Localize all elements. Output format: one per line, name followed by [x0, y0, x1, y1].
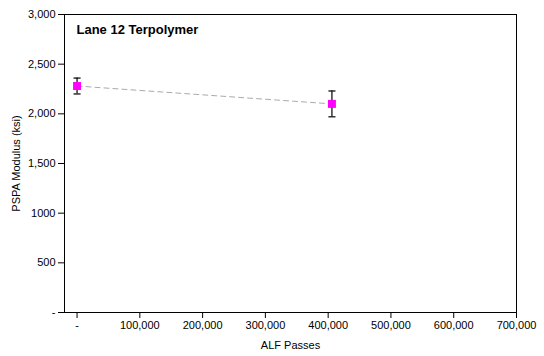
svg-text:100,000: 100,000	[120, 319, 160, 331]
svg-text:200,000: 200,000	[183, 319, 223, 331]
svg-text:-: -	[75, 319, 79, 331]
svg-text:400,000: 400,000	[308, 319, 348, 331]
svg-text:600,000: 600,000	[434, 319, 474, 331]
svg-text:-: -	[52, 306, 56, 318]
svg-text:300,000: 300,000	[246, 319, 286, 331]
svg-text:2,000: 2,000	[28, 107, 56, 119]
svg-text:1000: 1000	[31, 207, 55, 219]
svg-text:700,000: 700,000	[497, 319, 537, 331]
svg-text:ALF Passes: ALF Passes	[261, 339, 321, 351]
svg-text:500: 500	[37, 256, 55, 268]
svg-text:PSPA Modulus (ksi): PSPA Modulus (ksi)	[10, 115, 22, 211]
svg-text:1,500: 1,500	[28, 157, 56, 169]
svg-text:Lane 12 Terpolymer: Lane 12 Terpolymer	[77, 22, 199, 37]
svg-text:2,500: 2,500	[28, 58, 56, 70]
svg-text:3,000: 3,000	[28, 8, 56, 20]
svg-text:500,000: 500,000	[371, 319, 411, 331]
